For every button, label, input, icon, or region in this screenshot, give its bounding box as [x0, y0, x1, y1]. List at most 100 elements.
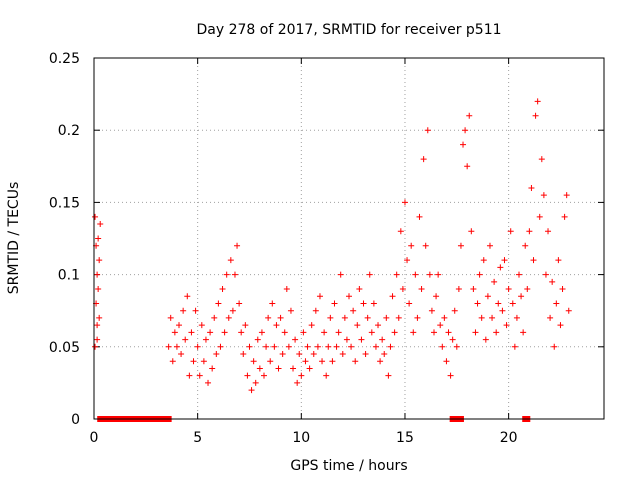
- data-point: [466, 112, 473, 119]
- y-tick-label: 0.2: [58, 123, 80, 139]
- data-point: [410, 329, 417, 336]
- data-point: [333, 343, 340, 350]
- data-point: [258, 329, 265, 336]
- data-point: [462, 127, 469, 134]
- data-point: [341, 314, 348, 321]
- data-point: [346, 293, 352, 300]
- data-point: [269, 300, 276, 307]
- data-point: [178, 351, 185, 358]
- data-point: [528, 184, 535, 191]
- data-point: [468, 228, 475, 235]
- data-point: [393, 271, 400, 278]
- data-point: [312, 307, 319, 314]
- data-point: [464, 163, 471, 170]
- data-point: [308, 322, 315, 329]
- data-point: [505, 286, 512, 293]
- data-point: [476, 271, 483, 278]
- data-point: [283, 286, 290, 293]
- data-point: [277, 314, 284, 321]
- data-point: [377, 358, 384, 365]
- data-point: [242, 322, 249, 329]
- data-point: [92, 343, 99, 350]
- data-point: [547, 314, 554, 321]
- data-point: [416, 213, 423, 220]
- data-point: [451, 307, 458, 314]
- data-point: [256, 365, 263, 372]
- data-point: [292, 336, 299, 343]
- data-point: [360, 300, 367, 307]
- data-point: [238, 329, 245, 336]
- x-tick-label: 20: [500, 430, 518, 446]
- data-point: [499, 307, 506, 314]
- data-point: [263, 343, 270, 350]
- data-point: [202, 336, 209, 343]
- data-point: [553, 300, 560, 307]
- data-point: [364, 314, 371, 321]
- data-point: [348, 343, 355, 350]
- data-point: [298, 372, 305, 379]
- data-point: [486, 242, 493, 249]
- data-point: [236, 300, 243, 307]
- data-point: [215, 300, 222, 307]
- data-point: [549, 278, 556, 285]
- data-point: [240, 351, 247, 358]
- data-point: [314, 343, 321, 350]
- y-axis-label: SRMTID / TECUs: [6, 182, 22, 295]
- data-point: [387, 343, 394, 350]
- data-point: [540, 192, 547, 199]
- plot-frame: [93, 57, 605, 420]
- data-point: [532, 112, 539, 119]
- data-point: [275, 365, 282, 372]
- data-point: [526, 228, 533, 235]
- data-point: [227, 257, 234, 264]
- data-point: [173, 343, 180, 350]
- data-point: [265, 314, 272, 321]
- data-point: [358, 336, 365, 343]
- data-point: [397, 228, 404, 235]
- data-point: [414, 314, 421, 321]
- data-point: [300, 329, 307, 336]
- data-point: [375, 322, 382, 329]
- data-point: [176, 322, 182, 329]
- data-point: [319, 358, 326, 365]
- x-tick-label: 10: [292, 430, 310, 446]
- data-point: [443, 358, 450, 365]
- data-point: [404, 257, 411, 264]
- data-point: [472, 329, 479, 336]
- data-point: [196, 372, 203, 379]
- data-point: [250, 358, 257, 365]
- data-point: [381, 351, 388, 358]
- data-point: [511, 343, 518, 350]
- data-point: [211, 314, 218, 321]
- data-point: [408, 242, 415, 249]
- data-point: [422, 242, 429, 249]
- data-point: [354, 322, 361, 329]
- data-point: [219, 286, 226, 293]
- data-point: [331, 300, 338, 307]
- data-point: [362, 351, 369, 358]
- data-point: [325, 343, 332, 350]
- data-point: [563, 192, 570, 199]
- data-point: [350, 307, 357, 314]
- data-point: [273, 322, 280, 329]
- data-point: [337, 271, 344, 278]
- data-point: [198, 322, 205, 329]
- data-point: [182, 336, 189, 343]
- x-tick-label: 5: [193, 430, 202, 446]
- data-point: [495, 300, 502, 307]
- data-points: [92, 98, 572, 394]
- data-point: [520, 329, 527, 336]
- chart-title: Day 278 of 2017, SRMTID for receiver p51…: [196, 22, 501, 38]
- data-point: [321, 329, 328, 336]
- data-point: [372, 343, 379, 350]
- data-point: [95, 286, 102, 293]
- data-point: [424, 127, 431, 134]
- data-point: [287, 307, 294, 314]
- data-point: [97, 221, 104, 228]
- data-point: [184, 293, 191, 300]
- data-point: [439, 343, 446, 350]
- data-point: [285, 343, 292, 350]
- data-point: [221, 329, 228, 336]
- data-point: [379, 336, 386, 343]
